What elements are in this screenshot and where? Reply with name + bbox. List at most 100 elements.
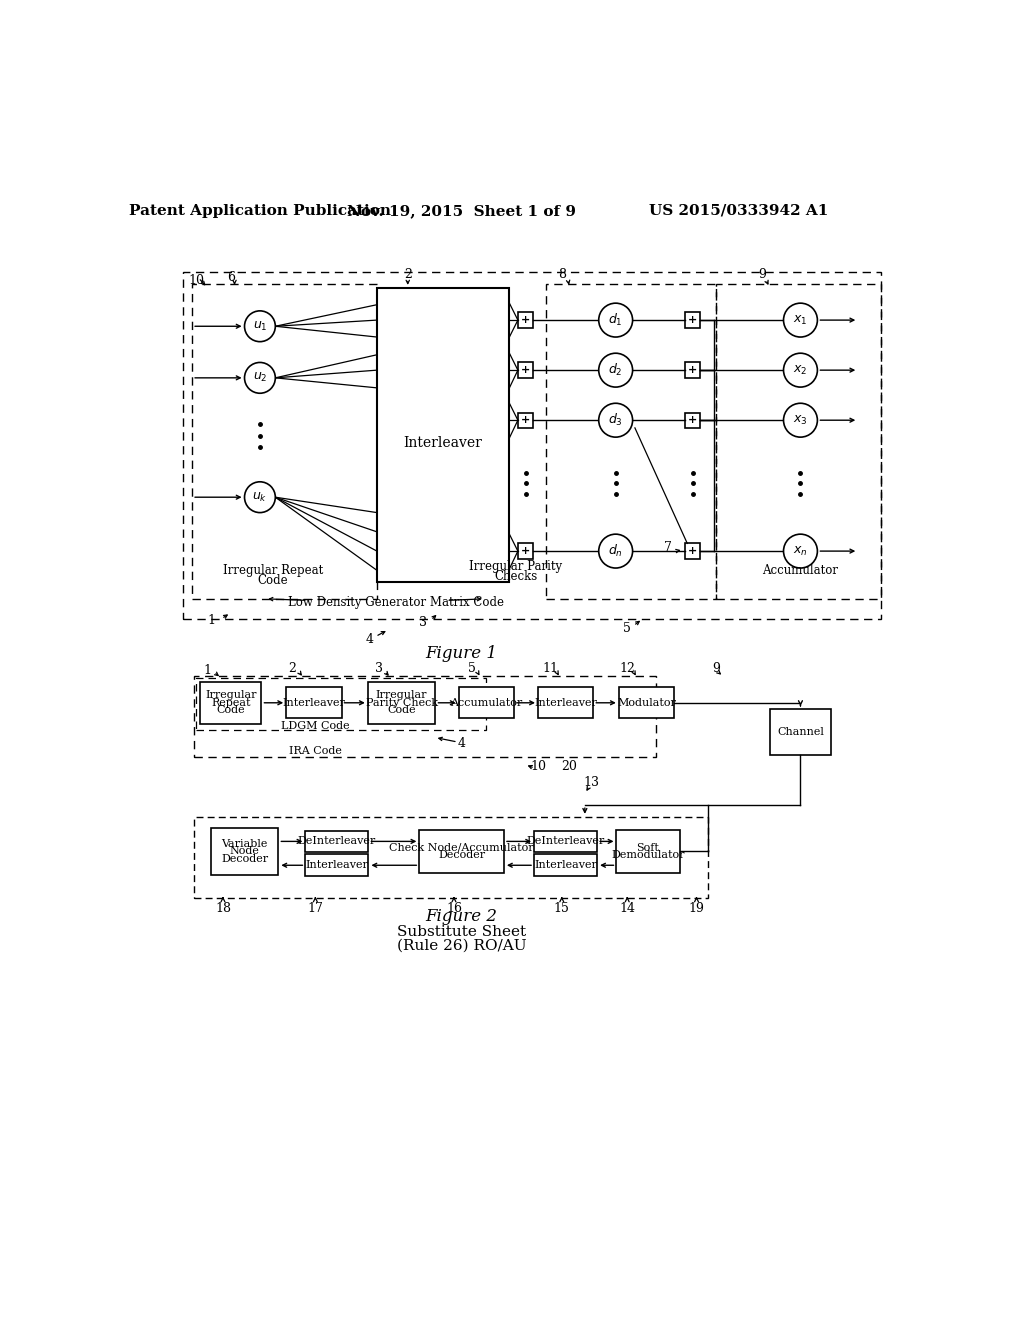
Bar: [616, 830, 680, 873]
Text: $x_3$: $x_3$: [794, 413, 808, 426]
Circle shape: [783, 304, 817, 337]
Bar: [211, 829, 279, 875]
Bar: [305, 830, 369, 853]
Text: 1: 1: [204, 664, 212, 677]
Text: +: +: [688, 416, 697, 425]
Text: Accumulator: Accumulator: [451, 698, 522, 708]
Bar: [518, 544, 534, 558]
Text: Accumulator: Accumulator: [763, 564, 839, 577]
Text: 3: 3: [419, 616, 427, 630]
Circle shape: [783, 535, 817, 568]
Bar: [685, 413, 700, 428]
Text: 11: 11: [543, 663, 558, 676]
Text: 16: 16: [446, 902, 462, 915]
Bar: [286, 688, 342, 718]
Text: 10: 10: [188, 275, 205, 286]
Text: Substitute Sheet: Substitute Sheet: [397, 925, 526, 940]
Circle shape: [245, 312, 275, 342]
Text: Irregular: Irregular: [205, 690, 256, 700]
Text: 13: 13: [583, 776, 599, 788]
Text: Interleaver: Interleaver: [283, 698, 345, 708]
Circle shape: [783, 404, 817, 437]
Text: Decoder: Decoder: [438, 850, 485, 861]
Circle shape: [245, 363, 275, 393]
Text: DeInterleaver: DeInterleaver: [526, 837, 605, 846]
Bar: [459, 688, 514, 718]
Text: Checks: Checks: [494, 570, 538, 583]
Text: +: +: [688, 546, 697, 556]
Bar: [538, 688, 593, 718]
Text: $x_1$: $x_1$: [794, 314, 808, 326]
Bar: [518, 413, 534, 428]
Circle shape: [245, 482, 275, 512]
Text: +: +: [688, 366, 697, 375]
Text: Irregular Parity: Irregular Parity: [469, 560, 562, 573]
Bar: [183, 272, 882, 619]
Text: Modulator: Modulator: [617, 698, 676, 708]
Text: 7: 7: [665, 541, 672, 554]
Circle shape: [599, 535, 633, 568]
Text: +: +: [688, 315, 697, 325]
Text: 14: 14: [620, 902, 635, 915]
Text: 18: 18: [215, 902, 231, 915]
Text: 12: 12: [620, 663, 635, 676]
Bar: [685, 544, 700, 558]
Text: DeInterleaver: DeInterleaver: [298, 837, 376, 846]
Text: 17: 17: [307, 902, 324, 915]
Text: 3: 3: [375, 663, 383, 676]
Text: $u_k$: $u_k$: [252, 491, 267, 504]
Text: LDGM Code: LDGM Code: [281, 721, 349, 731]
Text: Patent Application Publication: Patent Application Publication: [129, 203, 391, 218]
Text: 8: 8: [558, 268, 565, 281]
Bar: [770, 709, 831, 755]
Text: 5: 5: [624, 622, 631, 635]
Bar: [305, 854, 369, 876]
Text: Soft: Soft: [637, 842, 659, 853]
Text: Code: Code: [216, 705, 245, 715]
Text: $d_1$: $d_1$: [608, 312, 623, 329]
Text: Interleaver: Interleaver: [403, 437, 482, 450]
Text: Figure 2: Figure 2: [426, 908, 498, 925]
Text: Demodulator: Demodulator: [611, 850, 685, 861]
Bar: [618, 688, 674, 718]
Text: $d_2$: $d_2$: [608, 362, 623, 379]
Bar: [419, 830, 504, 873]
Text: +: +: [521, 315, 530, 325]
Text: Decoder: Decoder: [221, 854, 268, 865]
Text: 19: 19: [688, 902, 705, 915]
Bar: [194, 817, 708, 898]
Bar: [200, 681, 261, 723]
Text: 1: 1: [208, 614, 215, 627]
Text: $u_2$: $u_2$: [253, 371, 267, 384]
Text: Irregular: Irregular: [376, 690, 427, 700]
Text: Interleaver: Interleaver: [305, 861, 369, 870]
Bar: [368, 681, 435, 723]
Text: Code: Code: [387, 705, 416, 715]
Text: 2: 2: [289, 663, 296, 676]
Bar: [196, 678, 486, 730]
Text: +: +: [521, 546, 530, 556]
Text: Code: Code: [258, 574, 289, 587]
Bar: [377, 288, 509, 582]
Text: 4: 4: [458, 737, 466, 750]
Bar: [194, 676, 656, 758]
Bar: [535, 854, 597, 876]
Text: US 2015/0333942 A1: US 2015/0333942 A1: [649, 203, 828, 218]
Text: 2: 2: [403, 268, 412, 281]
Bar: [685, 363, 700, 378]
Circle shape: [783, 354, 817, 387]
Text: Repeat: Repeat: [211, 698, 251, 708]
Text: $x_2$: $x_2$: [794, 363, 808, 376]
Text: Channel: Channel: [777, 727, 824, 737]
Bar: [193, 284, 377, 599]
Text: Interleaver: Interleaver: [535, 698, 597, 708]
Text: Low Density Generator Matrix Code: Low Density Generator Matrix Code: [288, 597, 504, 610]
Bar: [716, 284, 882, 599]
Circle shape: [599, 404, 633, 437]
Text: 20: 20: [561, 760, 578, 774]
Text: $d_3$: $d_3$: [608, 412, 623, 428]
Text: Node: Node: [229, 846, 259, 857]
Text: (Rule 26) RO/AU: (Rule 26) RO/AU: [397, 939, 526, 952]
Text: Check Node/Accumulator: Check Node/Accumulator: [389, 842, 534, 853]
Text: Nov. 19, 2015  Sheet 1 of 9: Nov. 19, 2015 Sheet 1 of 9: [347, 203, 577, 218]
